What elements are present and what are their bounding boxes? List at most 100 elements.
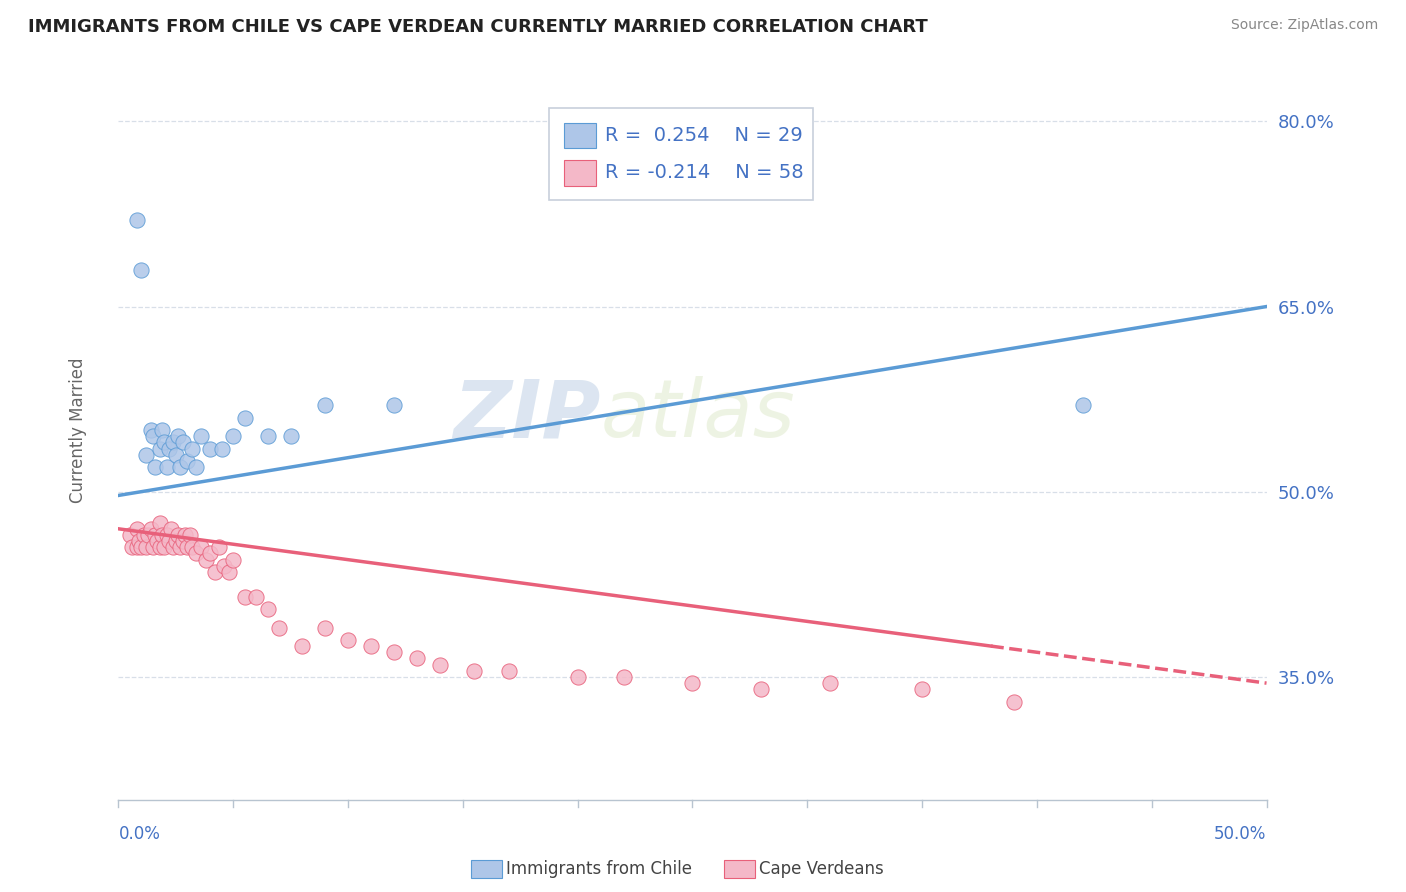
Point xyxy=(200,442,222,456)
Point xyxy=(245,590,267,604)
Point xyxy=(337,632,360,647)
Point xyxy=(160,522,183,536)
Point xyxy=(132,528,155,542)
Point xyxy=(157,442,180,456)
Point xyxy=(176,541,198,555)
Point xyxy=(382,398,405,412)
Point xyxy=(180,541,202,555)
Point xyxy=(1002,695,1025,709)
Point xyxy=(149,442,172,456)
Point xyxy=(382,645,405,659)
Point xyxy=(143,460,166,475)
Point xyxy=(167,429,190,443)
Point xyxy=(314,621,336,635)
Point xyxy=(169,541,191,555)
Point xyxy=(256,429,278,443)
Point xyxy=(169,460,191,475)
Point xyxy=(212,558,235,573)
Point xyxy=(150,528,173,542)
Point xyxy=(208,541,231,555)
Point xyxy=(172,435,194,450)
Point xyxy=(176,454,198,468)
Text: ZIP: ZIP xyxy=(453,376,600,454)
Point xyxy=(463,664,485,678)
Point xyxy=(125,213,148,227)
Point xyxy=(190,429,212,443)
Point xyxy=(157,534,180,549)
Point xyxy=(314,398,336,412)
Point xyxy=(222,552,245,566)
Point xyxy=(146,534,169,549)
Point xyxy=(567,670,589,684)
Point xyxy=(218,565,240,579)
Text: 50.0%: 50.0% xyxy=(1215,825,1267,843)
Point xyxy=(233,590,256,604)
Point xyxy=(406,651,429,665)
Point xyxy=(165,534,187,549)
Point xyxy=(128,534,150,549)
Bar xyxy=(564,161,596,186)
Text: Immigrants from Chile: Immigrants from Chile xyxy=(506,860,692,878)
Point xyxy=(204,565,226,579)
Point xyxy=(818,676,841,690)
Point xyxy=(162,541,184,555)
Point xyxy=(180,442,202,456)
Point xyxy=(233,410,256,425)
Point xyxy=(139,522,162,536)
Point xyxy=(498,664,520,678)
Point xyxy=(200,546,222,560)
Point xyxy=(149,516,172,530)
Point xyxy=(269,621,291,635)
Point xyxy=(174,528,197,542)
Point xyxy=(125,541,148,555)
Point xyxy=(153,541,176,555)
Point xyxy=(142,429,165,443)
Point xyxy=(150,423,173,437)
Point xyxy=(155,528,177,542)
Point xyxy=(131,541,153,555)
FancyBboxPatch shape xyxy=(548,108,813,201)
Point xyxy=(135,448,157,462)
Point xyxy=(360,639,382,653)
Point xyxy=(291,639,314,653)
Point xyxy=(186,460,208,475)
Point xyxy=(1071,398,1094,412)
Point xyxy=(165,448,187,462)
Point xyxy=(194,552,217,566)
Point xyxy=(118,528,141,542)
Point xyxy=(256,602,278,616)
Point xyxy=(142,541,165,555)
Point xyxy=(149,541,172,555)
Point xyxy=(135,541,157,555)
Text: 0.0%: 0.0% xyxy=(118,825,160,843)
Point xyxy=(429,657,451,672)
Point xyxy=(280,429,302,443)
Point xyxy=(179,528,201,542)
Point xyxy=(162,435,184,450)
Point xyxy=(749,682,772,697)
Point xyxy=(153,435,176,450)
Text: Currently Married: Currently Married xyxy=(69,358,87,503)
Text: Cape Verdeans: Cape Verdeans xyxy=(759,860,884,878)
Point xyxy=(613,670,636,684)
Point xyxy=(136,528,159,542)
Point xyxy=(131,262,153,277)
Text: R =  0.254    N = 29: R = 0.254 N = 29 xyxy=(605,127,803,145)
Point xyxy=(155,460,177,475)
Point xyxy=(121,541,143,555)
Text: IMMIGRANTS FROM CHILE VS CAPE VERDEAN CURRENTLY MARRIED CORRELATION CHART: IMMIGRANTS FROM CHILE VS CAPE VERDEAN CU… xyxy=(28,18,928,36)
Text: R = -0.214    N = 58: R = -0.214 N = 58 xyxy=(605,163,804,183)
Point xyxy=(125,522,148,536)
Point xyxy=(911,682,934,697)
Point xyxy=(172,534,194,549)
Text: Source: ZipAtlas.com: Source: ZipAtlas.com xyxy=(1230,18,1378,32)
Point xyxy=(139,423,162,437)
Point xyxy=(222,429,245,443)
Point xyxy=(681,676,703,690)
Bar xyxy=(564,123,596,148)
Text: atlas: atlas xyxy=(600,376,796,454)
Point xyxy=(167,528,190,542)
Point xyxy=(143,528,166,542)
Point xyxy=(211,442,233,456)
Point xyxy=(190,541,212,555)
